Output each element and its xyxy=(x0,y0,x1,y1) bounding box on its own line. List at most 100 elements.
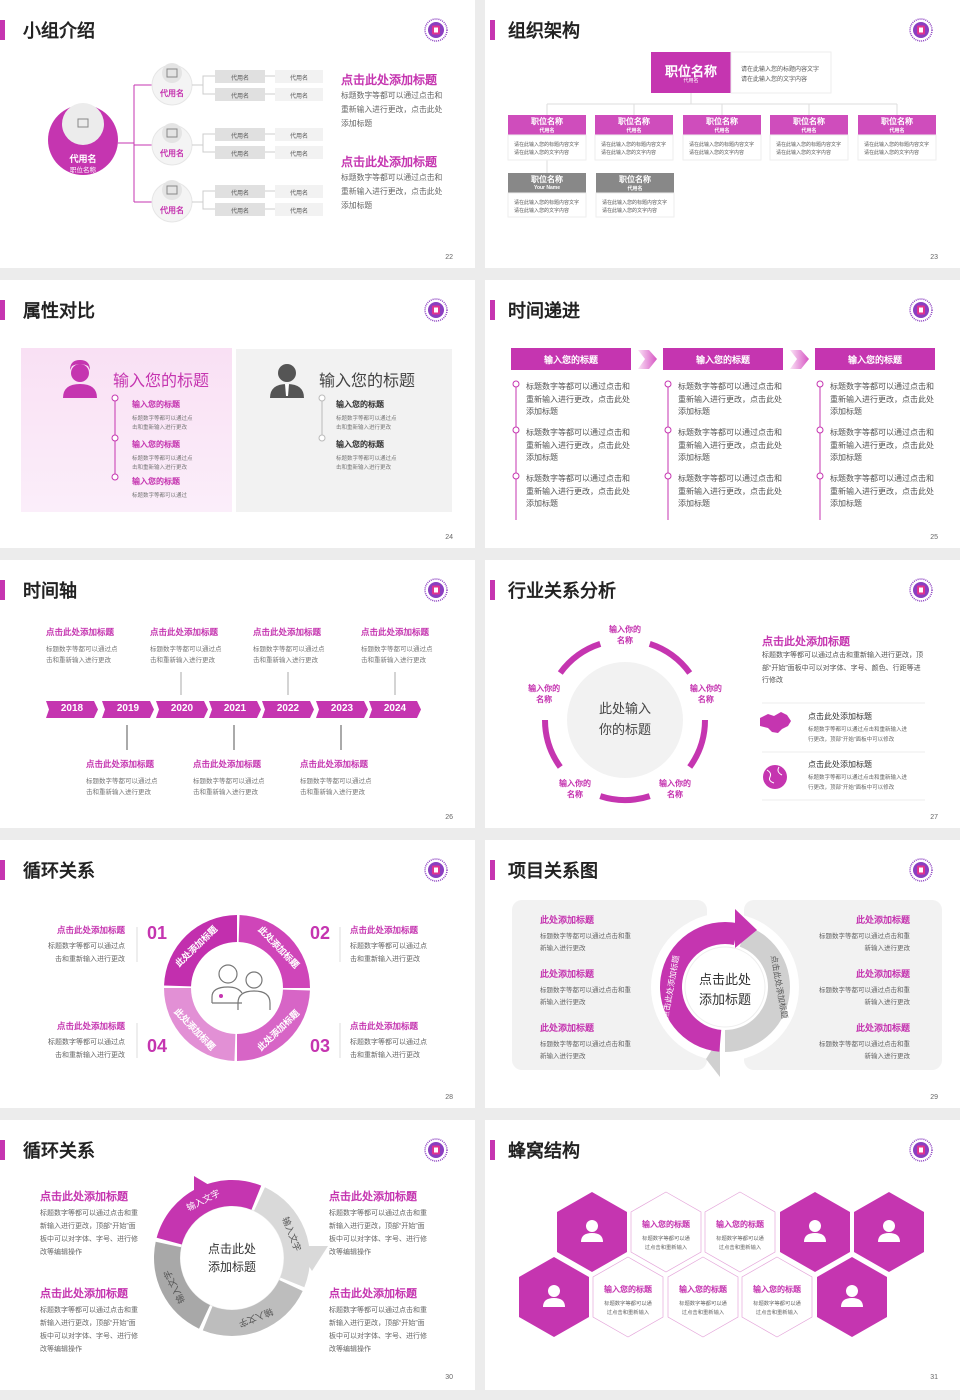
block-body: 标题数字等都可以通过点击和重新输入进行更改，顶部“开始”面板中可以对字体、字号、… xyxy=(40,1307,138,1353)
name-cell xyxy=(275,70,323,83)
slide-28[interactable]: 循环关系 28 此处添加标题 此处添加标题 此处添加标题 此处添加标题 01 02 03 04 点击… xyxy=(0,840,475,1108)
name-cell-text: 代用名 xyxy=(289,152,309,158)
node-label: 输入你的 xyxy=(609,625,641,634)
title-accent-bar xyxy=(490,1140,495,1160)
block-body: 击和重新输入进行更改 xyxy=(350,1052,420,1059)
title-accent-bar xyxy=(490,300,495,320)
block-body: 击和重新输入进行更改 xyxy=(350,956,420,963)
item-body: 击和重新输入进行更改 xyxy=(336,465,392,471)
step-header-label: 输入您的标题 xyxy=(847,355,903,365)
name-cell-text: 代用名 xyxy=(289,76,309,82)
milestone-body: 击和重新输入进行更改 xyxy=(300,789,365,796)
slide-graphics xyxy=(524,615,925,809)
name-cell-text: 代用名 xyxy=(230,134,250,140)
slide-title: 项目关系图 xyxy=(508,861,598,881)
name-cell xyxy=(275,88,323,101)
slide-31[interactable]: 蜂窝结构 31 输入您的标题 标题数字等都可以通 过点击和重新输入 输入您的标题 标题数字等… xyxy=(485,1120,960,1390)
school-logo-icon xyxy=(424,1138,448,1162)
node-label: 输入你的 xyxy=(658,778,691,788)
cycle-segment xyxy=(202,1279,303,1336)
ring-arc xyxy=(687,719,708,769)
name-cell-text: 代用名 xyxy=(230,191,250,197)
position-desc: 请在此输入您的标题内容文字 xyxy=(601,142,667,148)
node-label: 输入你的 xyxy=(689,683,722,693)
center-label: 添加标题 xyxy=(207,1260,257,1274)
slide-30[interactable]: 循环关系 30 输入文字 输入文字 输入文字 输入文字 点击此处 添加标题 点击此处添加标题 标题… xyxy=(0,1120,475,1390)
center-circle xyxy=(684,946,766,1028)
top-position-line: 请在此输入您的标题内容文字 xyxy=(741,67,820,73)
hex-title: 输入您的标题 xyxy=(716,1220,764,1229)
member-name: 代用名 xyxy=(160,149,184,158)
china-map-icon xyxy=(760,712,791,733)
name-cell xyxy=(275,128,323,141)
step-header xyxy=(511,348,631,370)
position-header xyxy=(595,115,673,135)
block-title: 点击此处添加标题 xyxy=(40,1288,128,1300)
center-label: 你的标题 xyxy=(598,722,652,737)
node-label: 名称 xyxy=(536,694,553,704)
slide-title: 小组介绍 xyxy=(23,21,95,41)
name-cell-text: 代用名 xyxy=(289,94,309,100)
add-user-icon xyxy=(581,1220,603,1242)
block-body: 标题数字等都可以通过点击和重新输入进行更改，顶部“开始”面板中可以对字体、字号、… xyxy=(329,1210,427,1256)
slide-25[interactable]: 时间递进 25 输入您的标题 标题数字等都可以通过点击和重新输入进行更改，点击此处添加… xyxy=(485,280,960,548)
title-accent-bar xyxy=(490,20,495,40)
slide-graphics xyxy=(511,348,935,520)
timeline-dot xyxy=(111,434,119,442)
slide-24[interactable]: 属性对比 24 输入您的标题 输入您的标题 输入您的标题 标题数字等都可以通过点 击和重新… xyxy=(0,280,475,548)
item-title: 此处添加标题 xyxy=(540,969,595,979)
page-number: 25 xyxy=(930,534,938,541)
item-body: 新输入进行更改 xyxy=(864,999,911,1006)
female-user-icon xyxy=(804,1220,826,1242)
milestone-body: 标题数字等都可以通过点 xyxy=(253,646,325,653)
step-dot xyxy=(816,426,824,434)
hex-title: 输入您的标题 xyxy=(679,1285,727,1294)
milestone-body: 击和重新输入进行更改 xyxy=(361,657,426,664)
slide-29[interactable]: 项目关系图 29 点击此处 添加标题 点击此处添加标题 点击此处添加标题 此处添加标题 标题… xyxy=(485,840,960,1108)
name-cell xyxy=(215,185,265,198)
text-body: 标题数字等都可以通过点击和重新输入进行更改，点击此处添加标题 xyxy=(341,173,443,210)
cycle-segment xyxy=(238,915,310,988)
slide-22[interactable]: 小组介绍 22 代用名 职位名称 代用名 代用名 代用名 代用名 代用名 代用名 代用名 代用名 代用… xyxy=(0,0,475,268)
slide-title: 时间轴 xyxy=(23,581,77,601)
position-header xyxy=(596,173,674,193)
item-body: 标题数字等都可以通过点击和重 xyxy=(819,1041,910,1048)
comparison-panel-left xyxy=(21,348,232,512)
position-desc: 请在此输入您的文字内容 xyxy=(689,150,745,156)
page-number: 29 xyxy=(930,1094,938,1101)
year-segment xyxy=(209,701,261,718)
name-cell-text: 代用名 xyxy=(230,152,250,158)
node-label: 名称 xyxy=(567,789,584,799)
leader-role: 职位名称 xyxy=(70,167,96,174)
position-body xyxy=(594,134,674,161)
name-cell xyxy=(215,88,265,101)
position-desc: 请在此输入您的文字内容 xyxy=(602,208,658,214)
step-dot xyxy=(664,472,672,480)
position-header xyxy=(508,115,586,135)
slide-graphics xyxy=(46,672,421,750)
step-header xyxy=(663,348,783,370)
school-logo-icon xyxy=(424,298,448,322)
comparison-panel-right xyxy=(236,349,452,512)
left-panel xyxy=(512,900,707,1070)
item-body: 新输入进行更改 xyxy=(540,999,586,1006)
name-cell xyxy=(275,146,323,159)
name-cell-text: 代用名 xyxy=(289,134,309,140)
item-title: 此处添加标题 xyxy=(855,1023,910,1033)
position-desc: 请在此输入您的文字内容 xyxy=(514,150,570,156)
slide-26[interactable]: 时间轴 26 2018 2019 2020 2021 2022 2023 2024 点击此处添加标… xyxy=(0,560,475,828)
page-number: 30 xyxy=(445,1374,453,1381)
item-body: 标题数字等都可以通过点 xyxy=(336,416,397,422)
slide-23[interactable]: 组织架构 23 职位名称 代用名 请在此输入您的标题内容文字 请在此输入您的文字内容 职位… xyxy=(485,0,960,268)
text-body: 标题数字等都可以通过点击和重新输入进行更改，点击此处添加标题 xyxy=(341,91,443,128)
step-dot xyxy=(816,380,824,388)
male-user-icon xyxy=(270,364,304,398)
item-body: 标题数字等都可以通过点击和重新输入进行更改，顶部“开始”面板中可以修改 xyxy=(808,775,908,791)
center-label: 点击此处 xyxy=(207,1242,257,1256)
item-body: 标题数字等都可以通过点 xyxy=(336,456,397,462)
block-title: 点击此处添加标题 xyxy=(56,1021,125,1031)
item-title: 点击此处添加标题 xyxy=(808,712,872,721)
slide-27[interactable]: 行业关系分析 27 输入你的 名称 输入你的 名称 输入你的 名称 输入你的 名称 输入你的 名称此… xyxy=(485,560,960,828)
item-title: 此处添加标题 xyxy=(540,915,595,925)
image-placeholder-icon xyxy=(166,185,178,195)
